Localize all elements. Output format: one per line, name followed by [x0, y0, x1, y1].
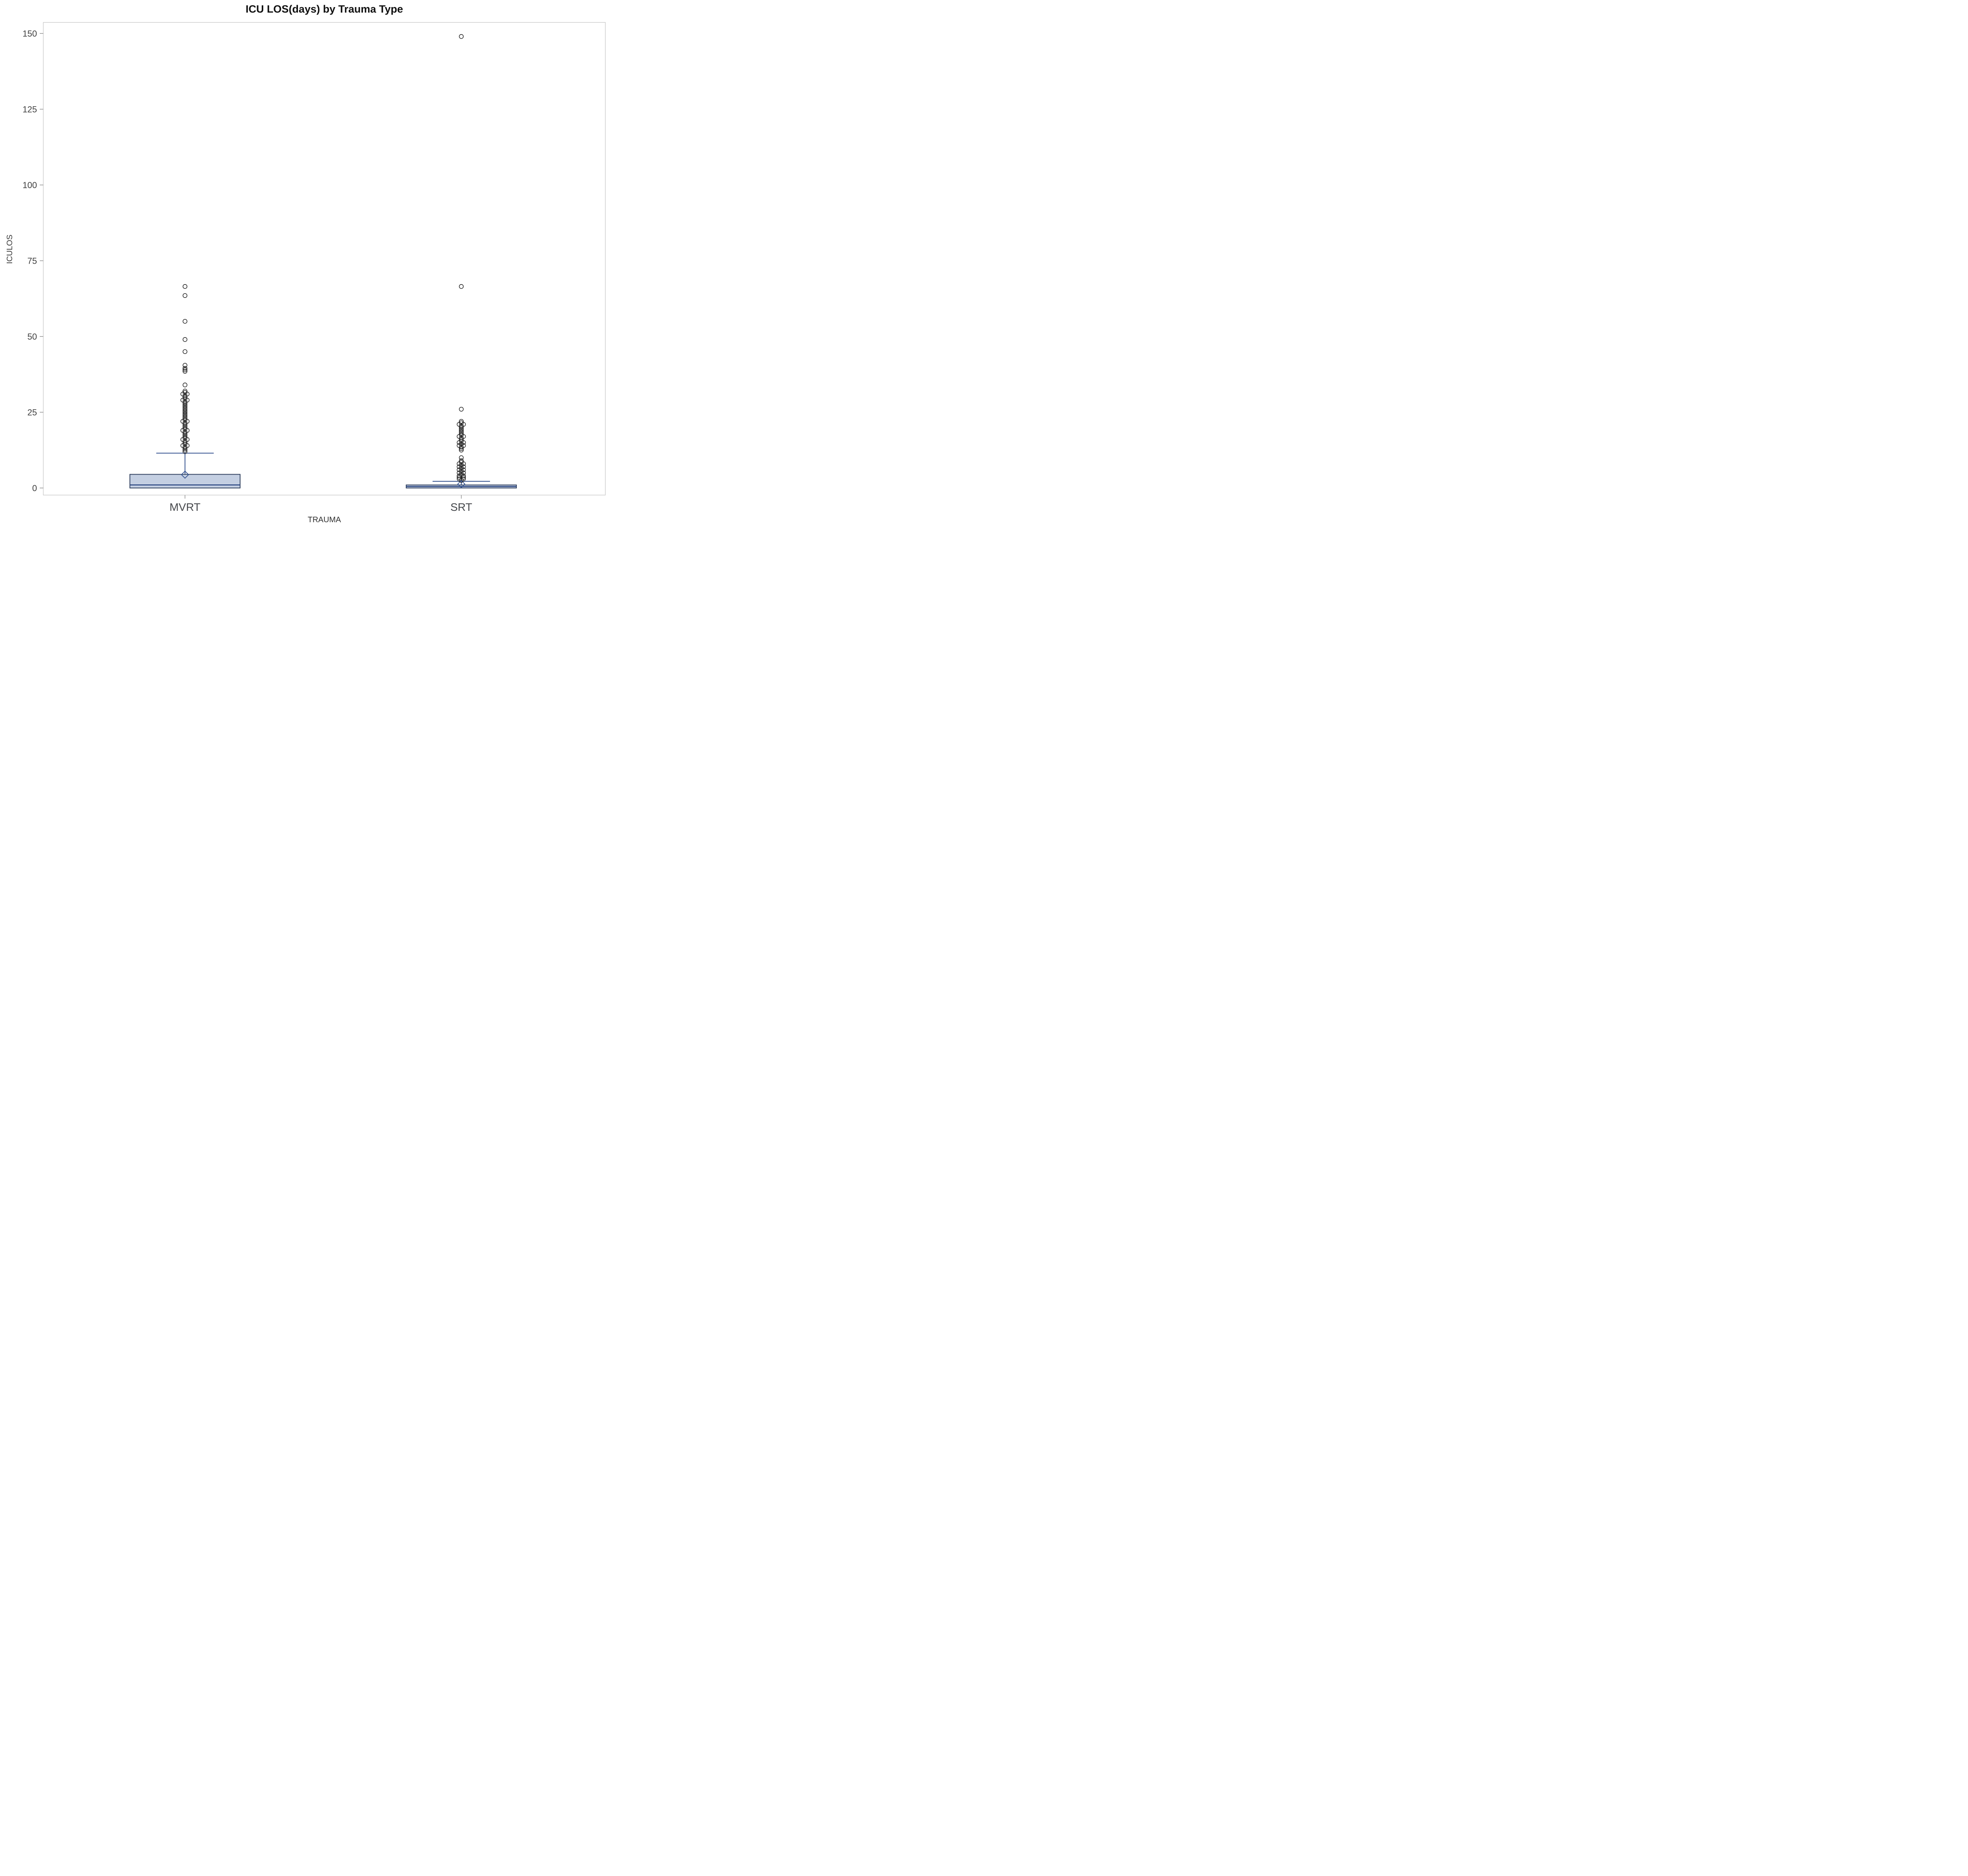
y-tick-label: 75: [28, 256, 37, 266]
outlier-point: [459, 447, 464, 453]
mean-marker: [457, 480, 466, 488]
outlier-point: [183, 446, 187, 451]
outlier-point: [183, 431, 187, 436]
outlier-point: [183, 432, 187, 438]
outlier-point: [183, 367, 187, 372]
outlier-point: [183, 429, 187, 434]
outlier-point: [459, 34, 464, 39]
box: [129, 474, 240, 488]
y-tick-label: 25: [28, 408, 37, 418]
outlier-point: [183, 319, 187, 324]
outlier-point: [183, 413, 187, 418]
outlier-point: [183, 366, 187, 371]
outlier-point: [183, 401, 187, 406]
outlier-point: [183, 440, 187, 445]
outlier-point: [183, 337, 187, 342]
outlier-point: [459, 428, 464, 433]
outlier-point: [459, 436, 464, 440]
outlier-point: [461, 475, 466, 480]
chart-title: ICU LOS(days) by Trauma Type: [245, 3, 403, 15]
outlier-point: [459, 419, 464, 424]
outlier-point: [183, 420, 187, 425]
outlier-point: [461, 473, 466, 479]
outlier-point: [183, 422, 187, 427]
outlier-point: [459, 429, 464, 434]
outlier-point: [183, 425, 187, 430]
outlier-point: [183, 383, 187, 388]
x-category-label: SRT: [450, 501, 472, 513]
outlier-point: [183, 349, 187, 354]
outlier-point: [183, 449, 187, 454]
outlier-point: [183, 369, 187, 374]
outlier-point: [183, 399, 187, 404]
boxplot-figure: ICU LOS(days) by Trauma Type ICULOS TRAU…: [0, 0, 608, 526]
outlier-point: [459, 423, 464, 429]
outlier-point: [183, 423, 187, 429]
outlier-point: [183, 445, 187, 449]
y-tick-label: 100: [22, 180, 37, 190]
outlier-point: [183, 434, 187, 439]
outlier-point: [183, 363, 187, 368]
outlier-point: [459, 425, 464, 430]
outlier-point: [183, 411, 187, 416]
x-category-label: MVRT: [170, 501, 201, 513]
outlier-point: [459, 458, 464, 463]
mean-marker: [181, 470, 189, 479]
outlier-point: [183, 402, 187, 407]
plot-area: 0 25 50 75 100 125 150 MVRT SRT: [22, 22, 606, 513]
y-tick-label: 125: [22, 105, 37, 115]
outlier-point: [183, 405, 187, 410]
outlier-point: [459, 284, 464, 289]
outlier-point: [183, 284, 187, 289]
x-axis-label: TRAUMA: [307, 516, 341, 524]
y-tick-label: 0: [32, 483, 37, 493]
outlier-point: [183, 388, 187, 394]
outlier-point: [183, 410, 187, 415]
y-tick-label: 150: [22, 29, 37, 39]
outlier-point: [459, 455, 464, 460]
outlier-point: [183, 414, 187, 419]
outlier-point: [183, 293, 187, 298]
plot-frame: [43, 22, 606, 495]
outlier-point: [459, 478, 464, 483]
outlier-point: [183, 408, 187, 413]
outlier-point: [183, 395, 187, 399]
outlier-point: [459, 431, 464, 436]
y-tick-label: 50: [28, 332, 37, 342]
outlier-point: [459, 407, 464, 412]
outlier-point: [183, 438, 187, 444]
outlier-point: [183, 447, 187, 453]
outlier-point: [183, 404, 187, 409]
outlier-point: [183, 393, 187, 398]
outlier-point: [183, 407, 187, 412]
outlier-point: [459, 445, 464, 449]
outlier-point: [183, 416, 187, 421]
outlier-point: [459, 426, 464, 431]
outlier-point: [459, 446, 464, 451]
outlier-point: [459, 437, 464, 442]
